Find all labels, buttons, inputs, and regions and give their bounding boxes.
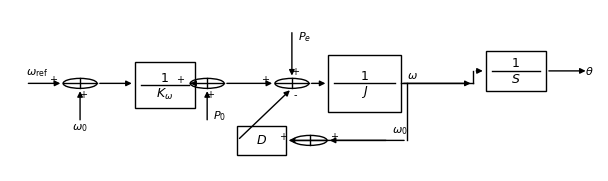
Text: -: - [293,90,297,100]
Text: $1$: $1$ [360,70,369,83]
Text: $\omega_{\mathrm{ref}}$: $\omega_{\mathrm{ref}}$ [26,67,48,79]
Text: +: + [279,132,287,142]
Text: $1$: $1$ [161,71,169,85]
Text: +: + [206,90,214,100]
Text: +: + [291,67,299,77]
Text: +: + [176,75,184,85]
Text: $S$: $S$ [511,73,520,86]
Text: $J$: $J$ [361,84,368,100]
FancyBboxPatch shape [486,51,546,90]
Text: $\theta$: $\theta$ [586,65,594,77]
Text: $P_0$: $P_0$ [213,109,226,123]
Text: $\omega_0$: $\omega_0$ [392,125,407,137]
Text: $1$: $1$ [511,57,520,70]
Text: $P_e$: $P_e$ [298,30,311,44]
Text: $D$: $D$ [256,134,267,147]
Text: +: + [261,75,269,85]
FancyBboxPatch shape [238,126,286,155]
Text: $\omega$: $\omega$ [407,71,418,81]
Text: +: + [79,90,87,100]
Text: +: + [49,75,57,85]
Text: $\omega_0$: $\omega_0$ [72,123,88,134]
Text: $K_{\omega}$: $K_{\omega}$ [156,87,173,102]
Text: +: + [330,132,338,142]
FancyBboxPatch shape [328,55,401,112]
FancyBboxPatch shape [134,62,195,108]
